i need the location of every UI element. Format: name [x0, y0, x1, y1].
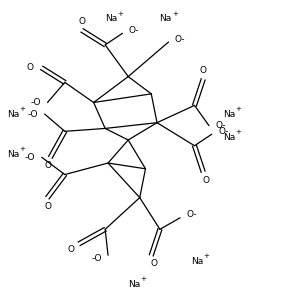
Text: +: + — [140, 276, 146, 282]
Text: O: O — [67, 245, 74, 254]
Text: +: + — [235, 129, 241, 135]
Text: O: O — [44, 161, 51, 170]
Text: O: O — [79, 17, 86, 26]
Text: +: + — [204, 253, 210, 259]
Text: O-: O- — [129, 26, 139, 35]
Text: O-: O- — [175, 35, 185, 44]
Text: O: O — [200, 66, 207, 75]
Text: O: O — [27, 63, 34, 72]
Text: -O: -O — [28, 109, 38, 118]
Text: +: + — [19, 106, 25, 112]
Text: Na: Na — [7, 150, 19, 159]
Text: +: + — [19, 146, 25, 152]
Text: Na: Na — [159, 15, 172, 23]
Text: +: + — [172, 11, 178, 17]
Text: O: O — [44, 202, 51, 211]
Text: Na: Na — [128, 280, 140, 288]
Text: -O: -O — [31, 98, 41, 107]
Text: O: O — [151, 259, 158, 268]
Text: Na: Na — [223, 133, 235, 142]
Text: O-: O- — [218, 127, 228, 136]
Text: +: + — [235, 106, 241, 112]
Text: Na: Na — [7, 109, 19, 118]
Text: O: O — [203, 176, 210, 185]
Text: Na: Na — [191, 257, 203, 265]
Text: +: + — [117, 11, 123, 17]
Text: O-: O- — [215, 121, 226, 130]
Text: O-: O- — [186, 210, 197, 219]
Text: Na: Na — [105, 15, 117, 23]
Text: -O: -O — [91, 254, 102, 263]
Text: Na: Na — [223, 109, 235, 118]
Text: -O: -O — [25, 153, 36, 162]
